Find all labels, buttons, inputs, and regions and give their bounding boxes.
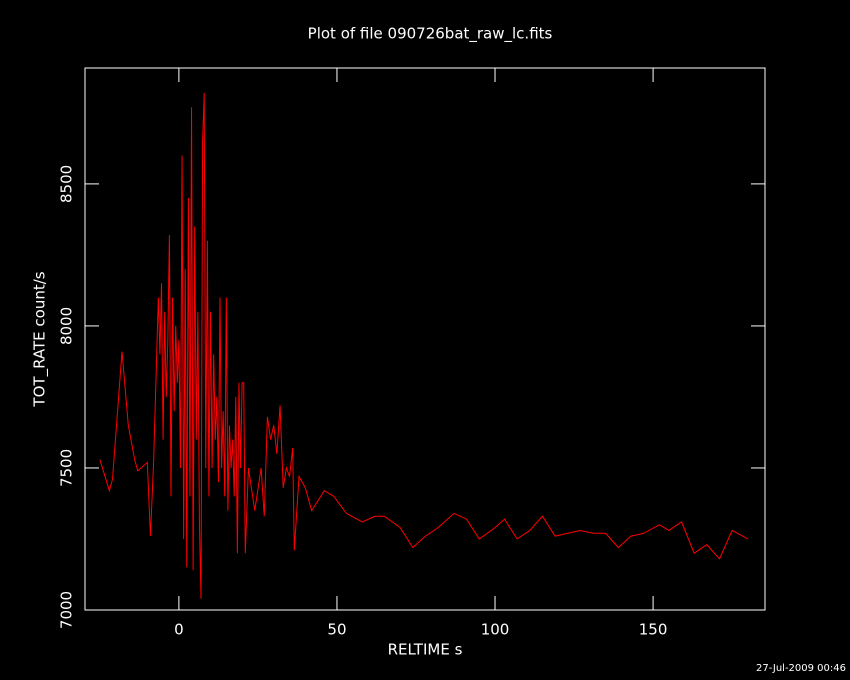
- x-tick-label: 50: [327, 621, 346, 639]
- plot-frame: [84, 67, 766, 611]
- x-tick-label: 100: [481, 621, 510, 639]
- y-tick-label: 8500: [58, 165, 76, 203]
- data-line: [99, 92, 749, 599]
- y-tick-label: 7000: [58, 591, 76, 629]
- chart-title: Plot of file 090726bat_raw_lc.fits: [308, 25, 553, 44]
- x-axis-label: RELTIME s: [388, 641, 463, 659]
- x-tick-label: 150: [639, 621, 668, 639]
- x-tick-label: 0: [174, 621, 184, 639]
- y-axis-label: TOT_RATE count/s: [31, 271, 50, 407]
- y-tick-label: 7500: [58, 449, 76, 487]
- footer-timestamp: 27-Jul-2009 00:46: [756, 663, 846, 674]
- y-tick-label: 8000: [58, 307, 76, 345]
